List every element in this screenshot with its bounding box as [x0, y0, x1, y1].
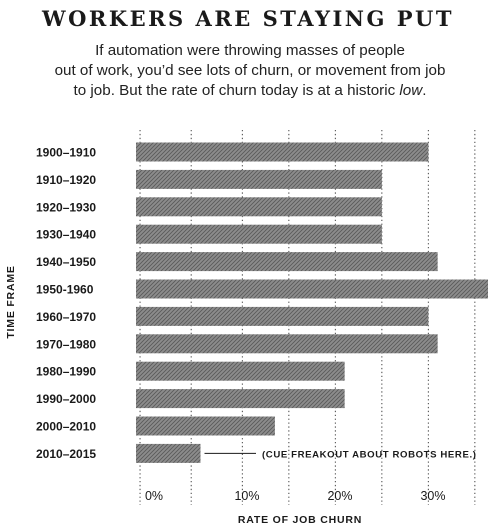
category-label: 2000–2010: [36, 420, 96, 434]
y-axis-label: TIME FRAME: [5, 265, 17, 338]
annotation-text: (CUE FREAKOUT ABOUT ROBOTS HERE.): [262, 449, 477, 460]
category-label: 1960–1970: [36, 310, 96, 324]
bar: [136, 252, 438, 272]
x-tick-label: 20%: [327, 489, 352, 503]
subtitle-emphasis: low: [399, 82, 423, 99]
category-labels: 1900–1910 1910–1920 1920–1930 1930–1940 1940…: [36, 146, 96, 461]
bar: [136, 224, 382, 244]
x-tick-label: 10%: [234, 489, 259, 503]
subtitle-line-3: to job. But the rate of churn today is a…: [73, 82, 400, 99]
bar: [136, 389, 345, 409]
category-label: 1910–1920: [36, 173, 96, 187]
bar: [136, 443, 201, 463]
bar: [136, 197, 382, 217]
chart-title: WORKERS ARE STAYING PUT: [42, 6, 454, 31]
x-axis-label: RATE OF JOB CHURN: [238, 514, 362, 526]
subtitle-line-2: out of work, you’d see lots of churn, or…: [54, 62, 446, 79]
bar: [136, 416, 275, 436]
bar: [136, 334, 438, 354]
category-label: 2010–2015: [36, 447, 96, 461]
category-label: 1980–1990: [36, 365, 96, 379]
bar: [136, 306, 429, 326]
category-label: 1950-1960: [36, 283, 94, 297]
x-tick-labels: 0% 10% 20% 30%: [145, 489, 446, 503]
bar: [136, 361, 345, 381]
bar: [136, 142, 429, 162]
category-label: 1990–2000: [36, 392, 96, 406]
category-label: 1920–1930: [36, 200, 96, 214]
annotation-group: (CUE FREAKOUT ABOUT ROBOTS HERE.): [204, 449, 477, 460]
bar: [136, 169, 382, 189]
bars: [136, 142, 488, 463]
subtitle-line-1: If automation were throwing masses of pe…: [95, 42, 405, 59]
category-label: 1930–1940: [36, 228, 96, 242]
subtitle-end: .: [422, 82, 427, 99]
category-label: 1970–1980: [36, 337, 96, 351]
x-tick-label: 0%: [145, 489, 163, 503]
category-label: 1900–1910: [36, 146, 96, 160]
category-label: 1940–1950: [36, 255, 96, 269]
chart-subtitle: If automation were throwing masses of pe…: [40, 41, 460, 101]
x-tick-label: 30%: [420, 489, 445, 503]
bar: [136, 279, 488, 299]
